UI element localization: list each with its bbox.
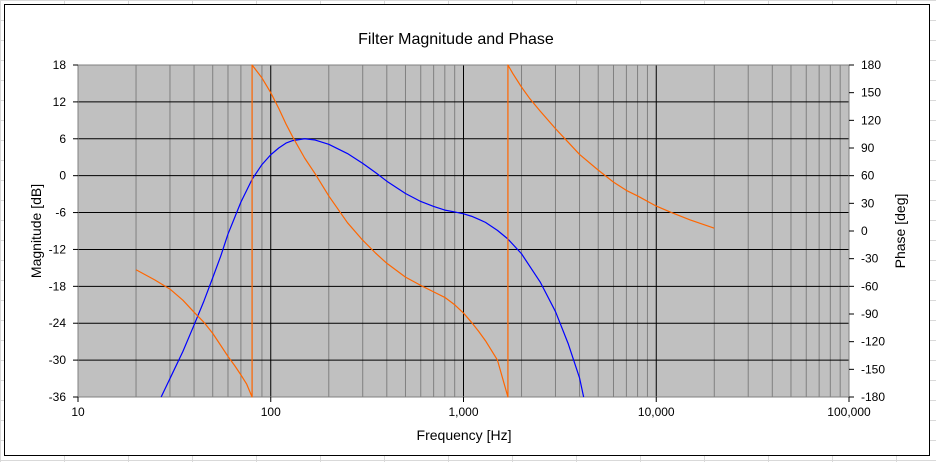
right-tick-label: -30 bbox=[861, 252, 879, 266]
magnitude-series-line bbox=[160, 138, 585, 398]
x-axis-tick-labels: 10 100 1,000 10,000 100,000 bbox=[71, 397, 871, 419]
series-layer bbox=[135, 64, 715, 398]
right-tick-label: -120 bbox=[861, 335, 885, 349]
x-tick-label: 1,000 bbox=[448, 405, 478, 419]
left-tick-label: -12 bbox=[49, 242, 67, 256]
phase-series-line bbox=[135, 64, 715, 398]
right-tick-label: 30 bbox=[861, 196, 875, 210]
left-tick-label: 18 bbox=[53, 58, 67, 72]
right-tick-label: -150 bbox=[861, 362, 885, 376]
right-tick-label: 150 bbox=[861, 86, 881, 100]
left-tick-label: 0 bbox=[59, 169, 66, 183]
left-tick-label: -30 bbox=[49, 353, 67, 367]
x-tick-label: 10,000 bbox=[638, 405, 675, 419]
right-tick-label: 180 bbox=[861, 58, 881, 72]
minor-gridlines bbox=[135, 65, 841, 397]
right-tick-label: -180 bbox=[861, 390, 885, 404]
left-axis-tick-labels: 18 12 6 0 -6 -12 -18 -24 -30 -36 bbox=[49, 58, 78, 404]
x-tick-label: 100 bbox=[261, 405, 281, 419]
y2-axis-label: Phase [deg] bbox=[892, 194, 908, 269]
y-axis-label: Magnitude [dB] bbox=[28, 184, 44, 278]
right-tick-label: 90 bbox=[861, 141, 875, 155]
x-axis-label: Frequency [Hz] bbox=[417, 427, 512, 443]
x-tick-label: 100,000 bbox=[827, 405, 871, 419]
right-tick-label: 60 bbox=[861, 169, 875, 183]
chart-title: Filter Magnitude and Phase bbox=[358, 31, 554, 48]
left-tick-label: -18 bbox=[49, 279, 67, 293]
left-tick-label: 12 bbox=[53, 95, 67, 109]
left-tick-label: 6 bbox=[59, 132, 66, 146]
left-tick-label: -24 bbox=[49, 316, 67, 330]
right-tick-label: -90 bbox=[861, 307, 879, 321]
left-tick-label: -36 bbox=[49, 390, 67, 404]
right-tick-label: -60 bbox=[861, 279, 879, 293]
left-tick-label: -6 bbox=[55, 206, 66, 220]
right-tick-label: 120 bbox=[861, 113, 881, 127]
x-tick-label: 10 bbox=[71, 405, 85, 419]
right-tick-label: 0 bbox=[861, 224, 868, 238]
right-axis-tick-labels: 180 150 120 90 60 30 0 -30 -60 -90 -120 -150 -180 bbox=[849, 58, 885, 404]
